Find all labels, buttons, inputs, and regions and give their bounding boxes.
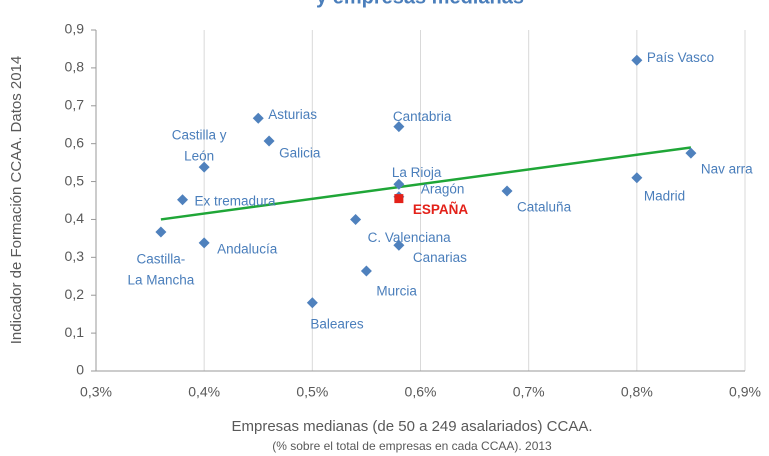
x-tick-label: 0,6% bbox=[405, 384, 437, 400]
point bbox=[393, 178, 405, 190]
y-tick-label: 0,5 bbox=[65, 172, 85, 188]
x-axis-label: (% sobre el total de empresas en cada CC… bbox=[272, 439, 552, 453]
point bbox=[252, 112, 264, 124]
y-axis-label: Indicador de Formación CCAA. Datos 2014 bbox=[8, 56, 25, 344]
trendline bbox=[160, 146, 692, 221]
y-tick-label: 0,6 bbox=[65, 134, 85, 150]
point-label: Madrid bbox=[644, 188, 685, 203]
point bbox=[393, 121, 405, 133]
point-label: Murcia bbox=[376, 284, 417, 299]
x-tick-label: 0,7% bbox=[513, 384, 545, 400]
y-tick-label: 0,8 bbox=[65, 59, 85, 75]
point-label: Cantabria bbox=[393, 109, 452, 124]
point-label: Ex tremadura bbox=[195, 193, 277, 208]
x-tick-label: 0,9% bbox=[729, 384, 761, 400]
y-tick-label: 0 bbox=[76, 362, 84, 378]
y-tick-label: 0,3 bbox=[65, 248, 85, 264]
point bbox=[177, 194, 189, 206]
point-label: Asturias bbox=[268, 107, 317, 122]
point-label: País Vasco bbox=[647, 50, 714, 65]
y-tick-label: 0,1 bbox=[65, 324, 85, 340]
point-label: León bbox=[184, 149, 214, 164]
point-label: Canarias bbox=[413, 250, 467, 265]
point bbox=[501, 185, 513, 197]
point bbox=[306, 297, 318, 309]
y-tick-label: 0,4 bbox=[65, 210, 85, 226]
y-tick-label: 0,2 bbox=[65, 286, 85, 302]
y-tick-label: 0,9 bbox=[65, 21, 85, 37]
point bbox=[394, 194, 404, 204]
x-tick-label: 0,3% bbox=[80, 384, 112, 400]
point bbox=[393, 239, 405, 251]
point bbox=[263, 135, 275, 147]
x-tick-label: 0,4% bbox=[188, 384, 220, 400]
x-axis-label: Empresas medianas (de 50 a 249 asalariad… bbox=[231, 418, 592, 435]
chart-title: y empresas medianas bbox=[316, 0, 524, 8]
point-label: Nav arra bbox=[701, 162, 753, 177]
point bbox=[350, 213, 362, 225]
point bbox=[631, 172, 643, 184]
point bbox=[155, 226, 167, 238]
point-label: Aragón bbox=[421, 181, 465, 196]
point bbox=[198, 237, 210, 249]
point-label: Andalucía bbox=[217, 241, 278, 256]
x-tick-label: 0,8% bbox=[621, 384, 653, 400]
point-label: La Rioja bbox=[392, 165, 442, 180]
point bbox=[685, 147, 697, 159]
point-label: Baleares bbox=[310, 316, 364, 331]
point bbox=[360, 265, 372, 277]
point-label: Castilla y bbox=[172, 128, 227, 143]
y-tick-label: 0,7 bbox=[65, 96, 85, 112]
point bbox=[631, 54, 643, 66]
point-label: La Mancha bbox=[128, 273, 195, 288]
point bbox=[198, 161, 210, 173]
point-label: Castilla- bbox=[137, 252, 186, 267]
point-label: ESPAÑA bbox=[413, 202, 469, 217]
point-label: Galicia bbox=[279, 146, 321, 161]
point-label: C. Valenciana bbox=[368, 230, 452, 245]
point-label: Cataluña bbox=[517, 200, 572, 215]
x-tick-label: 0,5% bbox=[296, 384, 328, 400]
